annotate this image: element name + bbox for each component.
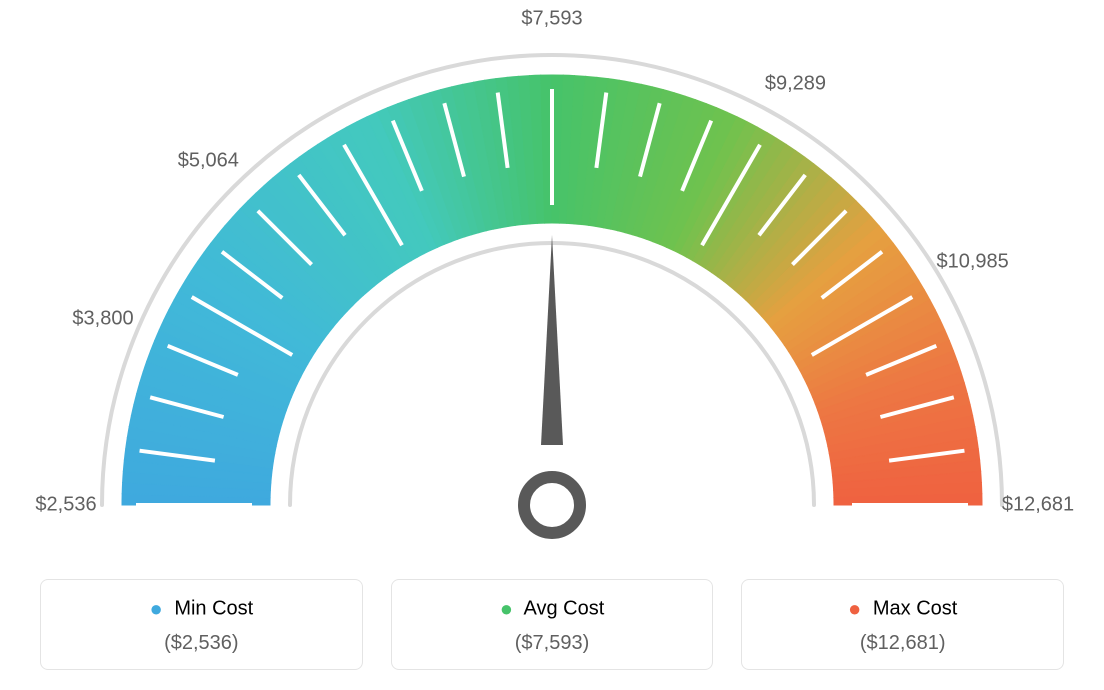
legend-row: ● Min Cost ($2,536) ● Avg Cost ($7,593) … [0, 579, 1104, 670]
legend-card-max: ● Max Cost ($12,681) [741, 579, 1064, 670]
legend-dot-min: ● [149, 596, 162, 621]
legend-card-avg: ● Avg Cost ($7,593) [391, 579, 714, 670]
legend-card-min: ● Min Cost ($2,536) [40, 579, 363, 670]
gauge-scale-label: $10,985 [936, 250, 1008, 273]
gauge-svg [0, 0, 1104, 560]
legend-value-avg: ($7,593) [402, 632, 703, 655]
legend-title-avg: ● Avg Cost [402, 596, 703, 622]
legend-value-min: ($2,536) [51, 632, 352, 655]
legend-value-max: ($12,681) [752, 632, 1053, 655]
legend-title-min: ● Min Cost [51, 596, 352, 622]
gauge-scale-label: $2,536 [35, 494, 96, 517]
legend-label-avg: Avg Cost [523, 597, 604, 619]
legend-label-max: Max Cost [873, 597, 957, 619]
gauge-scale-label: $7,593 [521, 8, 582, 31]
legend-label-min: Min Cost [174, 597, 253, 619]
legend-dot-avg: ● [500, 596, 513, 621]
gauge-scale-label: $5,064 [178, 150, 239, 173]
gauge-scale-label: $12,681 [1002, 494, 1074, 517]
gauge-scale-label: $3,800 [72, 308, 133, 331]
legend-dot-max: ● [848, 596, 861, 621]
gauge-scale-label: $9,289 [765, 73, 826, 96]
legend-title-max: ● Max Cost [752, 596, 1053, 622]
cost-gauge-chart: $2,536 $3,800 $5,064 $7,593 $9,289 $10,985 $12… [0, 0, 1104, 690]
